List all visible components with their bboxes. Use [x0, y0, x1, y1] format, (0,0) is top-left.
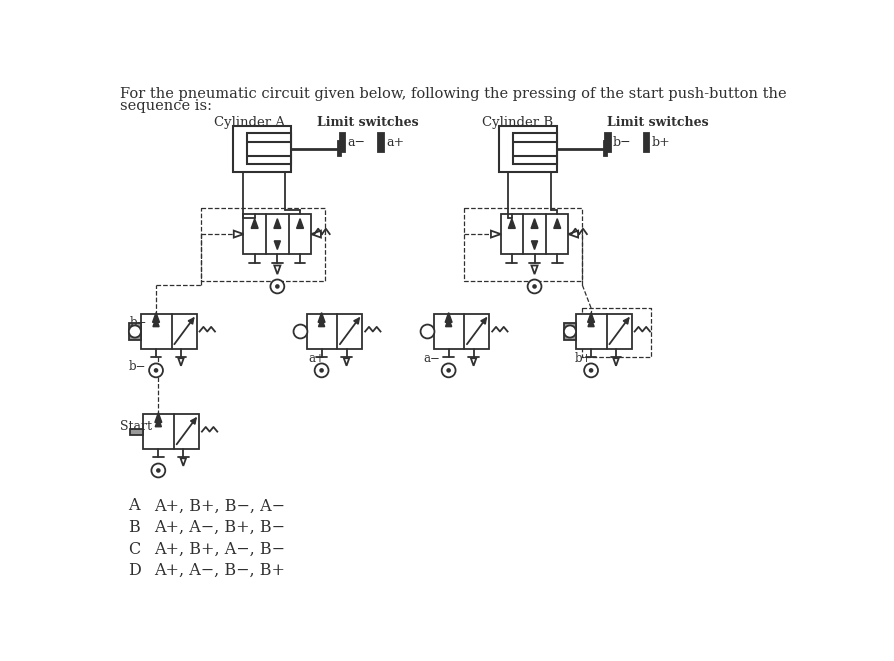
- Polygon shape: [318, 318, 325, 327]
- Polygon shape: [587, 318, 594, 327]
- Bar: [604, 134, 610, 153]
- Text: Limit switches: Limit switches: [316, 116, 417, 128]
- Bar: [129, 323, 141, 340]
- Text: B: B: [128, 519, 139, 536]
- Polygon shape: [153, 318, 159, 327]
- Text: b+: b+: [651, 136, 670, 149]
- Polygon shape: [612, 358, 618, 366]
- Polygon shape: [531, 266, 537, 274]
- Polygon shape: [353, 318, 358, 324]
- Circle shape: [527, 280, 541, 293]
- Polygon shape: [445, 318, 451, 327]
- Circle shape: [584, 364, 597, 377]
- Circle shape: [129, 325, 141, 338]
- Polygon shape: [470, 358, 476, 366]
- Bar: [233, 126, 291, 172]
- Bar: [243, 214, 311, 254]
- Polygon shape: [444, 313, 451, 323]
- Bar: [338, 141, 341, 156]
- Circle shape: [532, 284, 536, 289]
- Polygon shape: [155, 418, 161, 427]
- Text: Cylinder B: Cylinder B: [482, 116, 552, 128]
- Bar: [500, 214, 568, 254]
- Polygon shape: [531, 241, 537, 249]
- Circle shape: [270, 280, 284, 293]
- Polygon shape: [480, 318, 485, 324]
- Bar: [378, 134, 384, 153]
- Text: a+: a+: [308, 352, 325, 365]
- Bar: [563, 323, 576, 340]
- Bar: [307, 314, 362, 349]
- Circle shape: [442, 364, 455, 377]
- Circle shape: [446, 368, 451, 373]
- Polygon shape: [178, 358, 183, 366]
- Bar: [141, 314, 197, 349]
- Bar: [576, 314, 631, 349]
- Polygon shape: [274, 241, 280, 249]
- Text: A+, A−, B−, B+: A+, A−, B−, B+: [154, 562, 285, 579]
- Polygon shape: [181, 458, 186, 466]
- Text: Limit switches: Limit switches: [606, 116, 708, 128]
- Text: a−: a−: [422, 352, 439, 365]
- Polygon shape: [233, 231, 243, 237]
- Polygon shape: [274, 266, 280, 274]
- Circle shape: [319, 368, 324, 373]
- Text: C: C: [128, 541, 140, 557]
- Polygon shape: [491, 231, 500, 237]
- Text: Cylinder A: Cylinder A: [214, 116, 285, 128]
- Bar: [130, 428, 143, 435]
- Text: A+, B+, A−, B−: A+, B+, A−, B−: [154, 541, 285, 557]
- Polygon shape: [508, 219, 515, 229]
- Polygon shape: [296, 219, 303, 229]
- Text: D: D: [128, 562, 140, 579]
- Polygon shape: [568, 231, 578, 237]
- Text: b−: b−: [129, 360, 146, 373]
- Circle shape: [420, 325, 434, 338]
- Polygon shape: [155, 412, 162, 422]
- Bar: [603, 141, 606, 156]
- Text: b+: b+: [574, 352, 592, 365]
- Bar: [247, 134, 291, 164]
- Text: b−: b−: [130, 317, 147, 329]
- Text: a+: a+: [385, 136, 403, 149]
- Polygon shape: [343, 358, 349, 366]
- Text: sequence is:: sequence is:: [120, 98, 212, 112]
- Polygon shape: [190, 418, 196, 424]
- Polygon shape: [622, 318, 628, 324]
- Text: A+, B+, B−, A−: A+, B+, B−, A−: [154, 498, 285, 514]
- Text: Start: Start: [120, 420, 152, 434]
- Circle shape: [588, 368, 593, 373]
- Text: A: A: [128, 498, 139, 514]
- Polygon shape: [251, 219, 257, 229]
- Circle shape: [154, 368, 158, 373]
- Bar: [499, 126, 556, 172]
- Circle shape: [151, 463, 165, 477]
- Bar: [643, 134, 648, 153]
- Bar: [340, 134, 345, 153]
- Bar: [434, 314, 488, 349]
- Circle shape: [156, 468, 160, 473]
- Circle shape: [293, 325, 307, 338]
- Polygon shape: [152, 313, 159, 323]
- Polygon shape: [188, 318, 193, 324]
- Text: a−: a−: [347, 136, 365, 149]
- Polygon shape: [587, 313, 594, 323]
- Text: For the pneumatic circuit given below, following the pressing of the start push-: For the pneumatic circuit given below, f…: [120, 87, 786, 101]
- Polygon shape: [553, 219, 560, 229]
- Text: A+, A−, B+, B−: A+, A−, B+, B−: [154, 519, 285, 536]
- Polygon shape: [311, 231, 321, 237]
- Polygon shape: [317, 313, 325, 323]
- Polygon shape: [274, 219, 281, 229]
- Bar: [512, 134, 556, 164]
- Polygon shape: [530, 219, 537, 229]
- Circle shape: [315, 364, 328, 377]
- Circle shape: [563, 325, 576, 338]
- Bar: [143, 414, 198, 449]
- Circle shape: [274, 284, 279, 289]
- Text: b−: b−: [612, 136, 631, 149]
- Circle shape: [149, 364, 163, 377]
